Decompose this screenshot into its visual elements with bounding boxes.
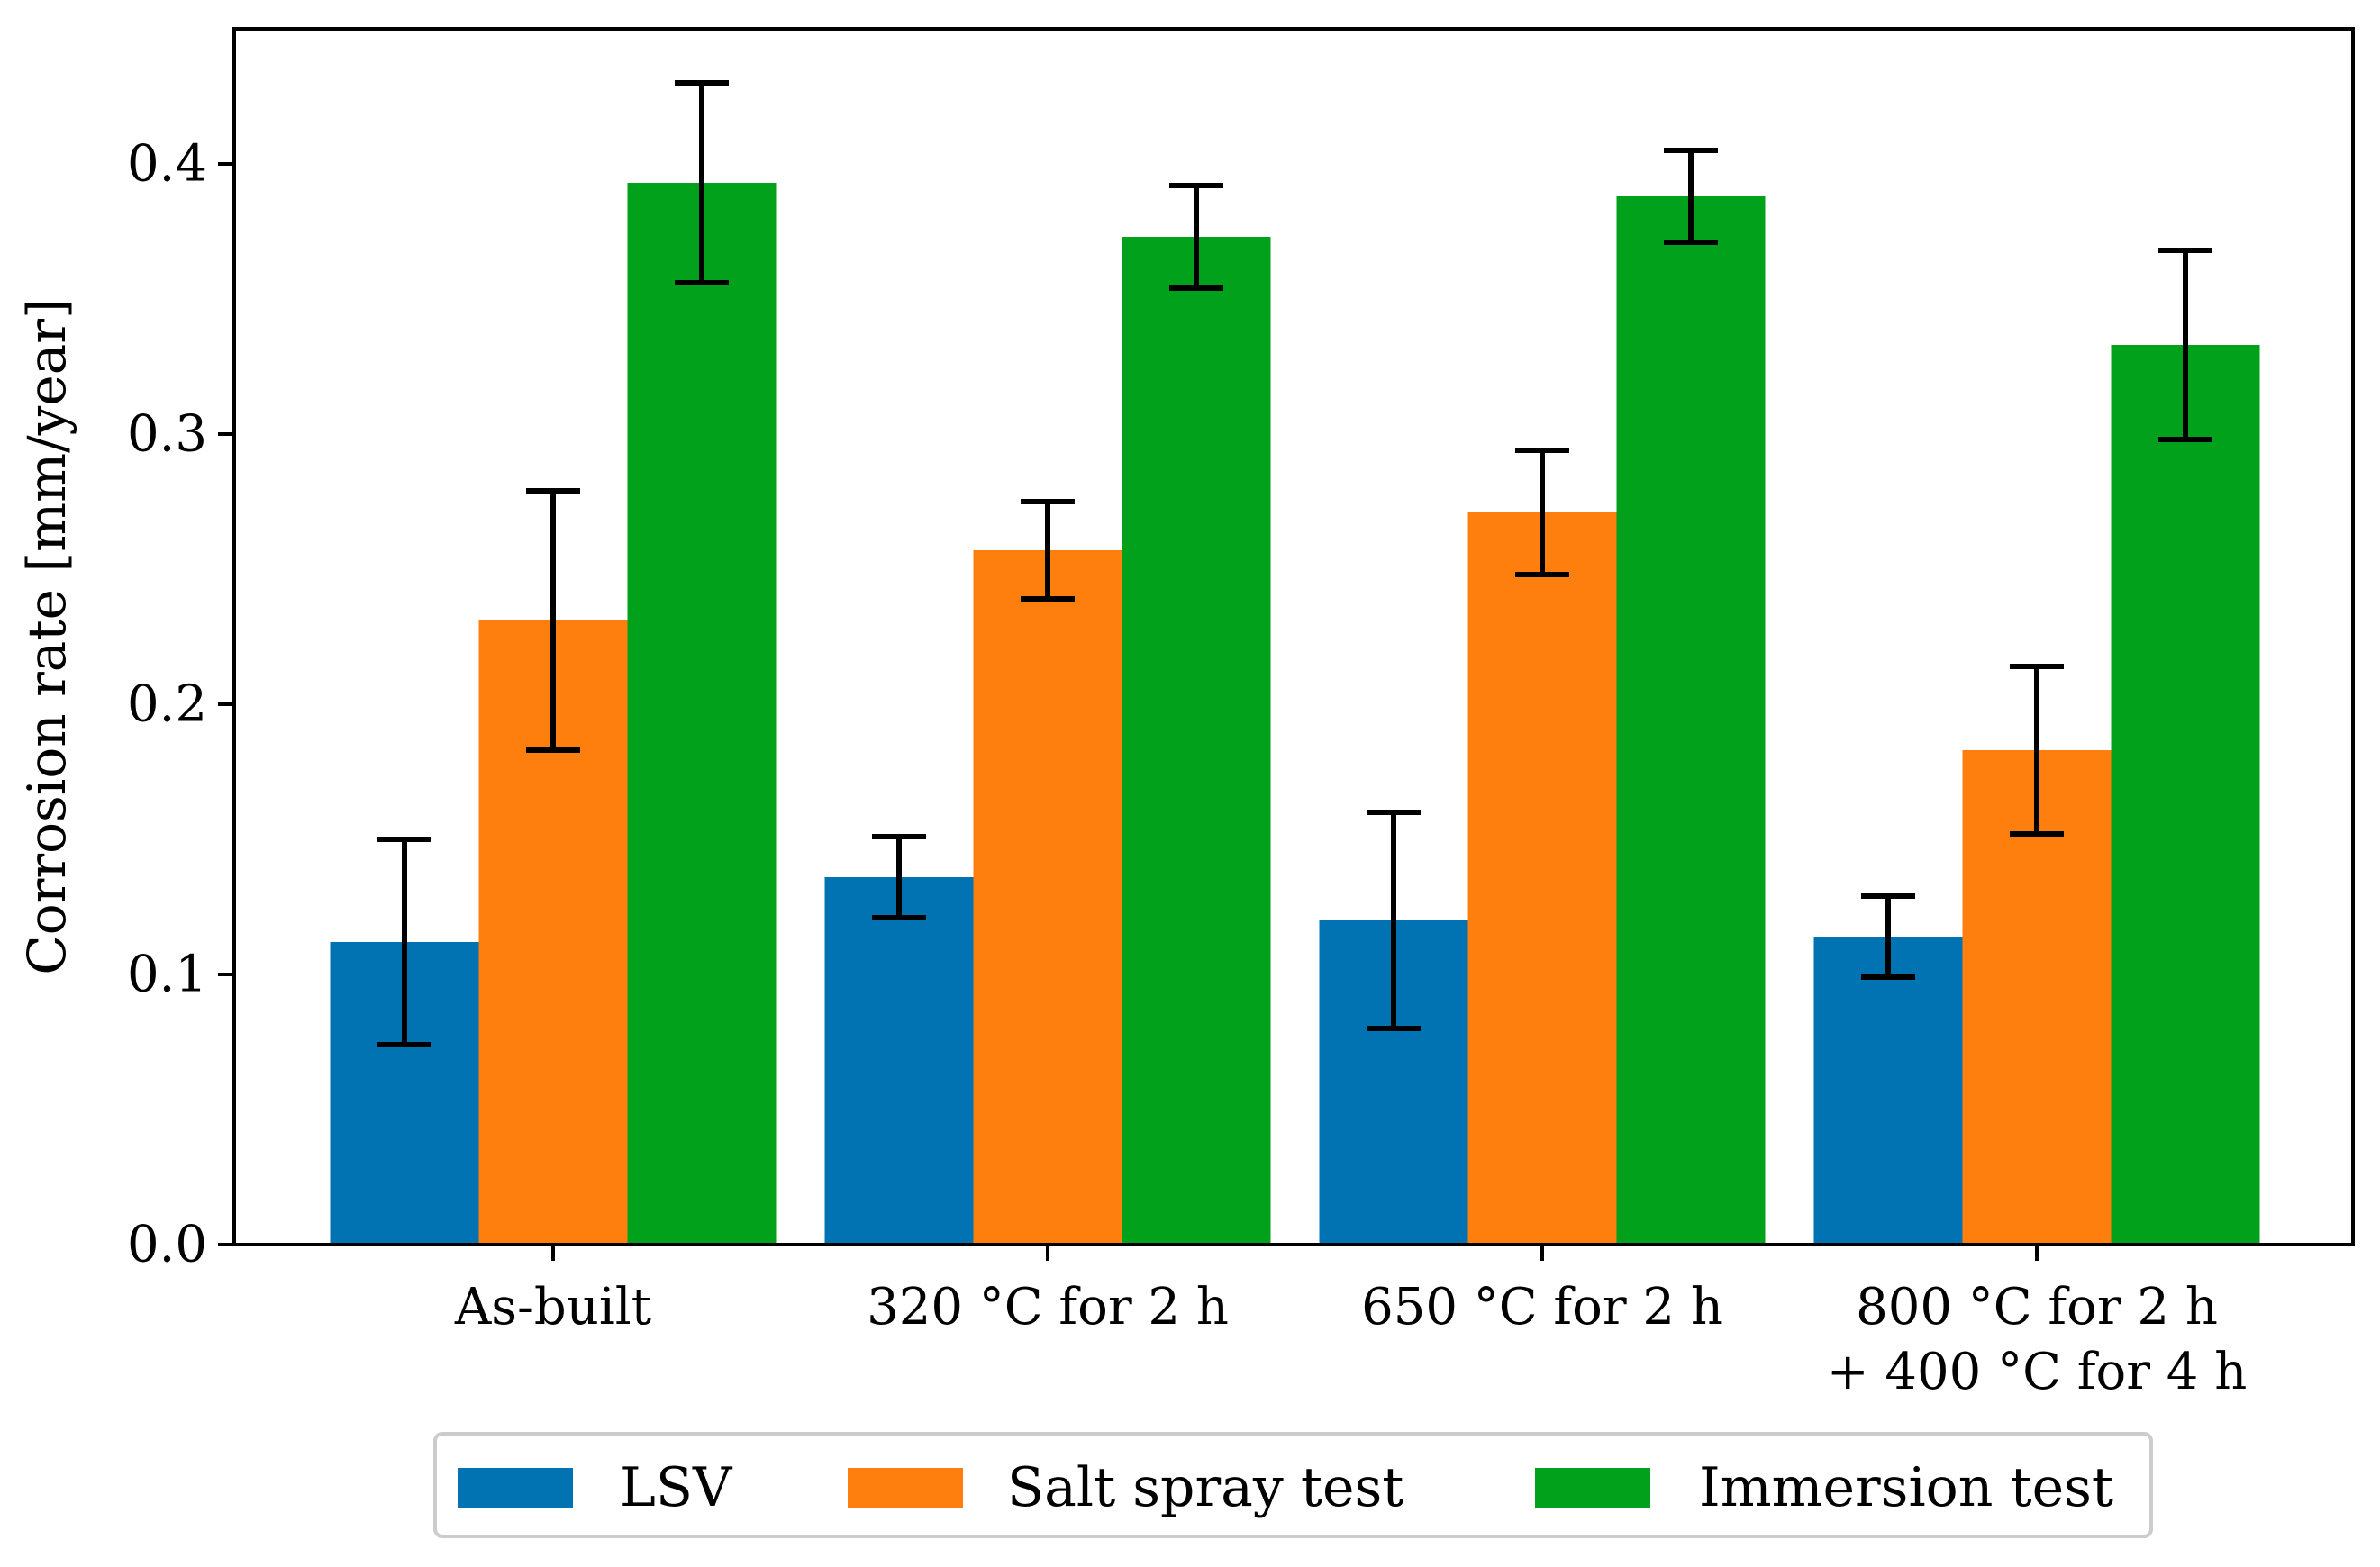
legend-swatch xyxy=(458,1468,573,1508)
x-tick-label: 650 °C for 2 h xyxy=(1361,1278,1723,1336)
error-bar xyxy=(2010,664,2064,837)
y-tick-label: 0.3 xyxy=(127,405,207,464)
y-tick-label: 0.0 xyxy=(127,1216,207,1274)
y-tick-label: 0.2 xyxy=(127,675,207,734)
legend-frame xyxy=(433,1432,2153,1538)
error-bar xyxy=(1367,810,1421,1031)
x-tick-label: 800 °C for 2 h xyxy=(1856,1278,2218,1336)
error-bar xyxy=(1664,148,1718,245)
error-bar xyxy=(1021,499,1075,602)
bar xyxy=(824,877,974,1245)
y-tick-label: 0.1 xyxy=(127,946,207,1004)
error-bar xyxy=(1515,448,1569,577)
legend-swatch xyxy=(848,1468,963,1508)
y-tick-label: 0.4 xyxy=(127,135,207,194)
error-bar xyxy=(675,80,729,285)
bar xyxy=(973,550,1122,1245)
x-tick-label: As-built xyxy=(454,1278,652,1336)
legend-label: Immersion test xyxy=(1699,1456,2113,1519)
plot-area xyxy=(330,80,2260,1245)
bar xyxy=(1122,237,1271,1245)
error-bar xyxy=(2158,248,2212,442)
error-bar xyxy=(1861,893,1915,980)
error-bar xyxy=(377,837,431,1047)
bar xyxy=(627,183,777,1245)
axes: 0.0 0.1 0.2 0.3 0.4 Corrosion rate [mm/year] A… xyxy=(16,27,2355,1401)
bar xyxy=(1813,937,1963,1245)
legend: LSV Salt spray test Immersion test xyxy=(433,1432,2153,1538)
bar xyxy=(1616,196,1766,1245)
error-bar xyxy=(872,834,926,920)
y-axis-label: Corrosion rate [mm/year] xyxy=(16,298,77,974)
error-bar xyxy=(1169,183,1223,291)
bar xyxy=(1467,512,1617,1245)
bar xyxy=(2111,345,2260,1245)
legend-swatch xyxy=(1535,1468,1650,1508)
axes-frame xyxy=(232,27,2355,1246)
x-tick-label: 320 °C for 2 h xyxy=(867,1278,1229,1336)
error-bar xyxy=(526,488,580,753)
legend-label: Salt spray test xyxy=(1007,1456,1403,1519)
x-tick-label: + 400 °C for 4 h xyxy=(1827,1343,2248,1401)
legend-label: LSV xyxy=(620,1456,733,1519)
